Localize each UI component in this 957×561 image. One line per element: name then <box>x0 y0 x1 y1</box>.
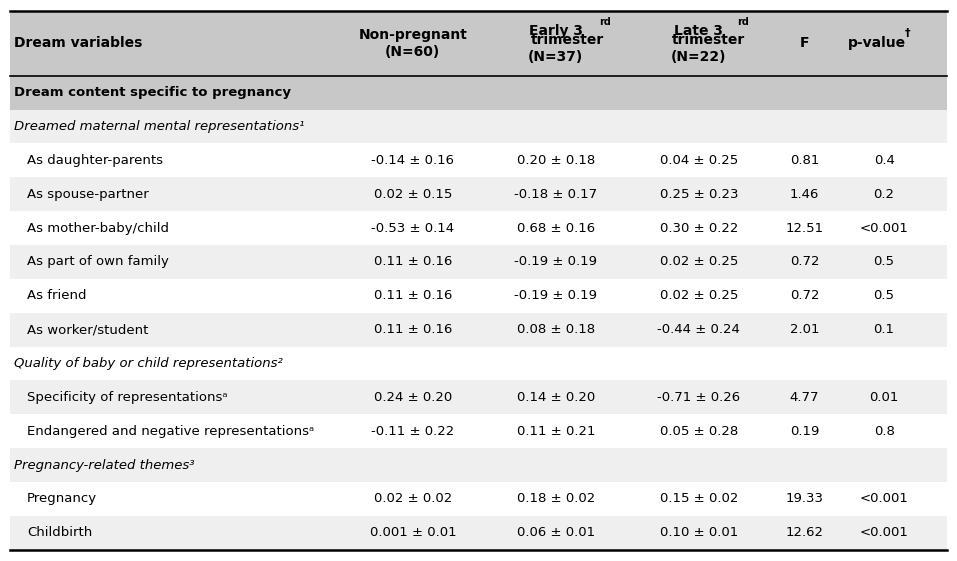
Text: 0.4: 0.4 <box>874 154 895 167</box>
Text: 0.14 ± 0.20: 0.14 ± 0.20 <box>517 391 595 404</box>
Text: As daughter-parents: As daughter-parents <box>27 154 163 167</box>
Bar <box>10 415 947 448</box>
Text: 0.001 ± 0.01: 0.001 ± 0.01 <box>369 526 456 539</box>
Text: 0.11 ± 0.21: 0.11 ± 0.21 <box>517 425 595 438</box>
Text: -0.18 ± 0.17: -0.18 ± 0.17 <box>514 188 597 201</box>
Text: 0.10 ± 0.01: 0.10 ± 0.01 <box>659 526 738 539</box>
Text: 0.18 ± 0.02: 0.18 ± 0.02 <box>517 493 595 505</box>
Text: 4.77: 4.77 <box>790 391 819 404</box>
Text: trimester: trimester <box>531 33 604 47</box>
Text: 0.05 ± 0.28: 0.05 ± 0.28 <box>659 425 738 438</box>
Text: Endangered and negative representationsᵃ: Endangered and negative representationsᵃ <box>27 425 314 438</box>
Bar <box>10 245 947 279</box>
Bar <box>10 380 947 415</box>
Text: 1.46: 1.46 <box>790 188 819 201</box>
Text: 19.33: 19.33 <box>786 493 823 505</box>
Text: 2.01: 2.01 <box>790 323 819 336</box>
Bar <box>10 11 947 76</box>
Text: -0.44 ± 0.24: -0.44 ± 0.24 <box>657 323 741 336</box>
Text: 0.20 ± 0.18: 0.20 ± 0.18 <box>517 154 595 167</box>
Text: <0.001: <0.001 <box>859 222 908 234</box>
Text: 0.02 ± 0.15: 0.02 ± 0.15 <box>373 188 452 201</box>
Bar <box>10 347 947 380</box>
Text: -0.19 ± 0.19: -0.19 ± 0.19 <box>514 289 597 302</box>
Text: <0.001: <0.001 <box>859 526 908 539</box>
Text: 0.72: 0.72 <box>790 289 819 302</box>
Text: 0.08 ± 0.18: 0.08 ± 0.18 <box>517 323 595 336</box>
Text: 12.51: 12.51 <box>786 222 823 234</box>
Text: Childbirth: Childbirth <box>27 526 92 539</box>
Text: 0.5: 0.5 <box>874 289 895 302</box>
Text: F: F <box>800 36 810 50</box>
Text: 0.19: 0.19 <box>790 425 819 438</box>
Text: 0.02 ± 0.02: 0.02 ± 0.02 <box>374 493 452 505</box>
Text: 0.72: 0.72 <box>790 255 819 269</box>
Text: 0.02 ± 0.25: 0.02 ± 0.25 <box>659 289 738 302</box>
Text: Pregnancy: Pregnancy <box>27 493 97 505</box>
Bar <box>10 177 947 211</box>
Bar <box>10 76 947 109</box>
Text: 0.04 ± 0.25: 0.04 ± 0.25 <box>659 154 738 167</box>
Text: 0.24 ± 0.20: 0.24 ± 0.20 <box>374 391 452 404</box>
Bar <box>10 516 947 550</box>
Text: -0.53 ± 0.14: -0.53 ± 0.14 <box>371 222 455 234</box>
Text: rd: rd <box>737 17 749 27</box>
Text: 0.68 ± 0.16: 0.68 ± 0.16 <box>517 222 595 234</box>
Text: 0.01: 0.01 <box>870 391 899 404</box>
Text: 0.1: 0.1 <box>874 323 895 336</box>
Text: 12.62: 12.62 <box>786 526 823 539</box>
Text: 0.81: 0.81 <box>790 154 819 167</box>
Text: Dreamed maternal mental representations¹: Dreamed maternal mental representations¹ <box>14 120 305 133</box>
Text: 0.25 ± 0.23: 0.25 ± 0.23 <box>659 188 738 201</box>
Text: 0.11 ± 0.16: 0.11 ± 0.16 <box>373 289 452 302</box>
Text: <0.001: <0.001 <box>859 493 908 505</box>
Text: rd: rd <box>599 17 611 27</box>
Text: -0.11 ± 0.22: -0.11 ± 0.22 <box>371 425 455 438</box>
Text: Pregnancy-related themes³: Pregnancy-related themes³ <box>14 459 195 472</box>
Text: Dream variables: Dream variables <box>14 36 143 50</box>
Text: As spouse-partner: As spouse-partner <box>27 188 148 201</box>
Text: (N=22): (N=22) <box>671 50 726 64</box>
Text: †: † <box>905 29 911 38</box>
Text: (N=37): (N=37) <box>528 50 584 64</box>
Text: As worker/student: As worker/student <box>27 323 148 336</box>
Text: Specificity of representationsᵃ: Specificity of representationsᵃ <box>27 391 228 404</box>
Text: 0.11 ± 0.16: 0.11 ± 0.16 <box>373 323 452 336</box>
Text: 0.11 ± 0.16: 0.11 ± 0.16 <box>373 255 452 269</box>
Text: -0.71 ± 0.26: -0.71 ± 0.26 <box>657 391 741 404</box>
Bar <box>10 279 947 312</box>
Text: 0.30 ± 0.22: 0.30 ± 0.22 <box>659 222 738 234</box>
Text: Late 3: Late 3 <box>675 24 723 38</box>
Text: As part of own family: As part of own family <box>27 255 168 269</box>
Text: 0.06 ± 0.01: 0.06 ± 0.01 <box>517 526 595 539</box>
Text: 0.02 ± 0.25: 0.02 ± 0.25 <box>659 255 738 269</box>
Text: -0.19 ± 0.19: -0.19 ± 0.19 <box>514 255 597 269</box>
Text: 0.8: 0.8 <box>874 425 895 438</box>
Text: 0.2: 0.2 <box>874 188 895 201</box>
Text: p-value: p-value <box>847 36 905 50</box>
Text: As friend: As friend <box>27 289 86 302</box>
Bar <box>10 211 947 245</box>
Text: Dream content specific to pregnancy: Dream content specific to pregnancy <box>14 86 291 99</box>
Bar <box>10 448 947 482</box>
Bar <box>10 109 947 144</box>
Text: trimester: trimester <box>672 33 746 47</box>
Text: -0.14 ± 0.16: -0.14 ± 0.16 <box>371 154 455 167</box>
Bar <box>10 482 947 516</box>
Text: Quality of baby or child representations²: Quality of baby or child representations… <box>14 357 283 370</box>
Text: Early 3: Early 3 <box>529 24 583 38</box>
Text: As mother-baby/child: As mother-baby/child <box>27 222 168 234</box>
Text: 0.15 ± 0.02: 0.15 ± 0.02 <box>659 493 738 505</box>
Bar <box>10 144 947 177</box>
Text: 0.5: 0.5 <box>874 255 895 269</box>
Bar <box>10 313 947 347</box>
Text: Non-pregnant
(N=60): Non-pregnant (N=60) <box>359 29 467 58</box>
